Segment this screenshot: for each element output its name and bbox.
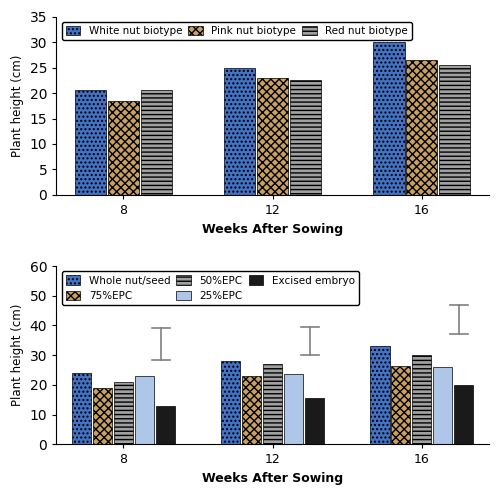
Bar [290, 80, 321, 195]
Bar [224, 67, 256, 195]
Bar [374, 42, 404, 195]
X-axis label: Weeks After Sowing: Weeks After Sowing [202, 472, 343, 485]
Bar [72, 373, 92, 444]
X-axis label: Weeks After Sowing: Weeks After Sowing [202, 223, 343, 236]
Bar [114, 382, 133, 444]
Bar [108, 101, 139, 195]
Bar [433, 367, 452, 444]
Y-axis label: Plant height (cm): Plant height (cm) [11, 304, 24, 406]
Bar [75, 90, 106, 195]
Bar [412, 355, 432, 444]
Legend: Whole nut/seed, 75%EPC, 50%EPC, 25%EPC, Excised embryo: Whole nut/seed, 75%EPC, 50%EPC, 25%EPC, … [62, 271, 359, 305]
Bar [221, 361, 240, 444]
Bar [406, 60, 438, 195]
Bar [284, 374, 303, 444]
Bar [140, 90, 172, 195]
Bar [156, 406, 175, 444]
Bar [93, 388, 112, 444]
Bar [454, 385, 473, 444]
Bar [257, 78, 288, 195]
Bar [134, 376, 154, 444]
Bar [370, 346, 390, 444]
Bar [392, 366, 410, 444]
Bar [263, 364, 282, 444]
Legend: White nut biotype, Pink nut biotype, Red nut biotype: White nut biotype, Pink nut biotype, Red… [62, 22, 412, 40]
Bar [305, 398, 324, 444]
Bar [439, 65, 470, 195]
Y-axis label: Plant height (cm): Plant height (cm) [11, 55, 24, 157]
Bar [242, 376, 262, 444]
